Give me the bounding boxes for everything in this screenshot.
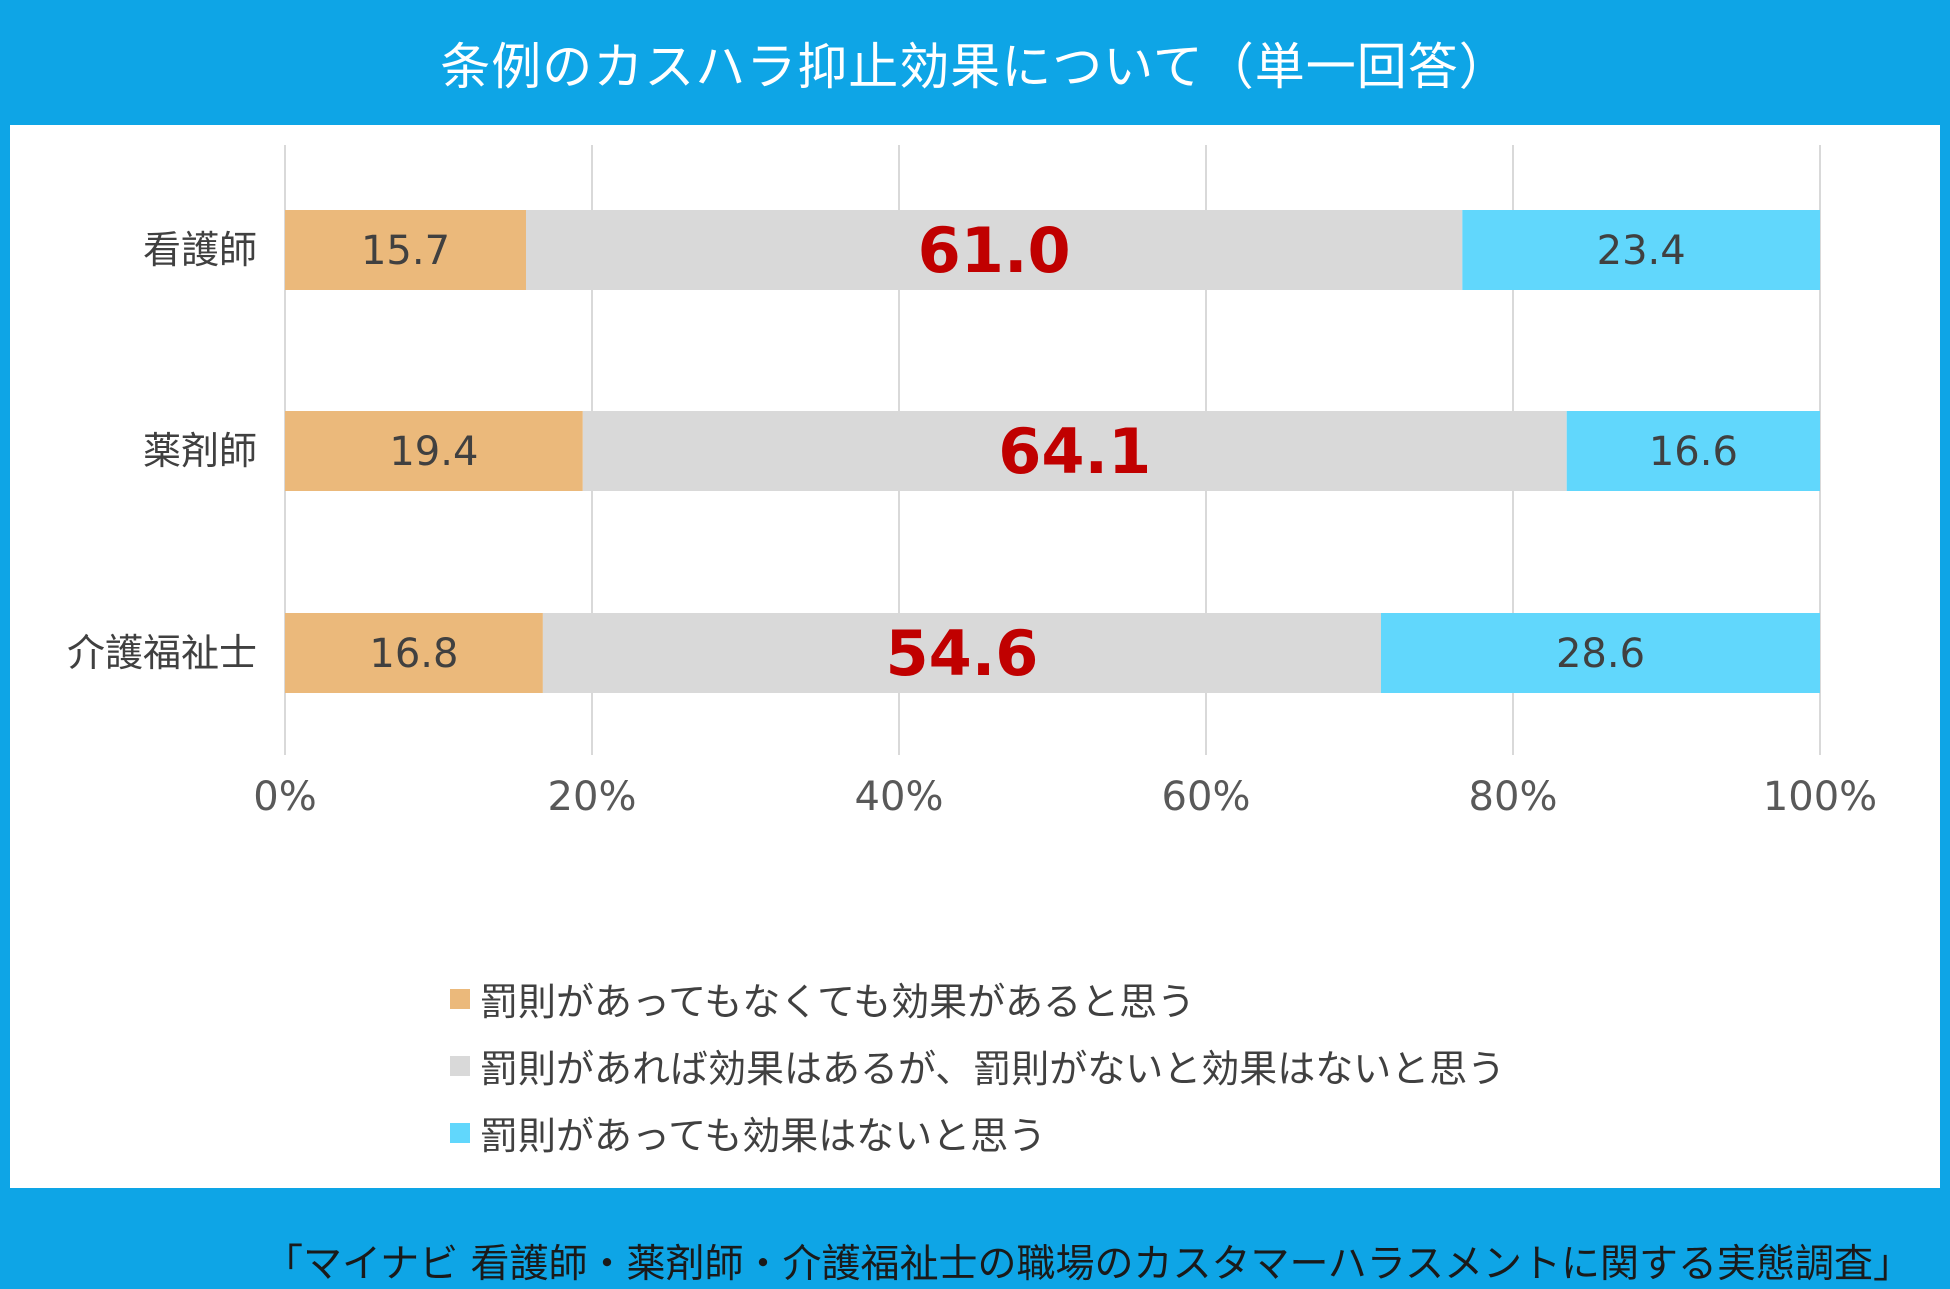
bar-segment (1462, 210, 1820, 290)
x-tick-label: 40% (855, 774, 944, 820)
bar-segment (285, 613, 543, 693)
category-label: 看護師 (143, 228, 257, 272)
x-tick-label: 20% (548, 774, 637, 820)
data-label: 23.4 (1597, 228, 1686, 274)
legend-swatch-2 (450, 1055, 470, 1076)
bar-segment (582, 411, 1567, 491)
bar-segment (285, 411, 583, 491)
legend-label-1: 罰則があってもなくても効果があると思う (480, 980, 1196, 1024)
data-label: 61.0 (918, 214, 1071, 287)
data-label: 64.1 (998, 415, 1151, 488)
chart-title: 条例のカスハラ抑止効果について（単一回答） (0, 0, 1950, 125)
data-label: 16.6 (1649, 429, 1738, 475)
data-label: 54.6 (885, 617, 1038, 690)
category-label: 薬剤師 (143, 429, 257, 473)
legend-item-3: 罰則があっても効果はないと思う (450, 1099, 1505, 1166)
bar-segment (1566, 411, 1820, 491)
legend-swatch-3 (450, 1122, 470, 1143)
chart-panel: 0% 20% 40% 60% 80% 100% 看護師薬剤師介護福祉士 15.7 61.0 23.… (10, 125, 1940, 1287)
legend-label-2: 罰則があれば効果はあるが、罰則がないと効果はないと思う (480, 1047, 1506, 1091)
bar-segment (525, 210, 1463, 290)
legend-item-2: 罰則があれば効果はあるが、罰則がないと効果はないと思う (450, 1032, 1505, 1099)
x-tick-label: 100% (1763, 774, 1877, 820)
bar-segment (1380, 613, 1820, 693)
data-label: 15.7 (361, 228, 450, 274)
bar-segment (285, 210, 526, 290)
x-tick-label: 60% (1162, 774, 1251, 820)
data-label: 16.8 (369, 631, 458, 677)
legend-item-1: 罰則があってもなくても効果があると思う (450, 965, 1505, 1032)
legend-label-3: 罰則があっても効果はないと思う (480, 1114, 1047, 1158)
bar-segment (542, 613, 1381, 693)
source-note: 「マイナビ 看護師・薬剤師・介護福祉士の職場のカスタマーハラスメントに関する実態… (263, 1242, 1912, 1287)
category-label: 介護福祉士 (67, 631, 257, 675)
x-tick-label: 80% (1469, 774, 1558, 820)
x-tick-label: 0% (253, 774, 316, 820)
data-label: 19.4 (389, 429, 478, 475)
data-label: 28.6 (1556, 631, 1645, 677)
legend-swatch-1 (450, 988, 470, 1009)
legend: 罰則があってもなくても効果があると思う 罰則があれば効果はあるが、罰則がないと効… (450, 965, 1505, 1166)
